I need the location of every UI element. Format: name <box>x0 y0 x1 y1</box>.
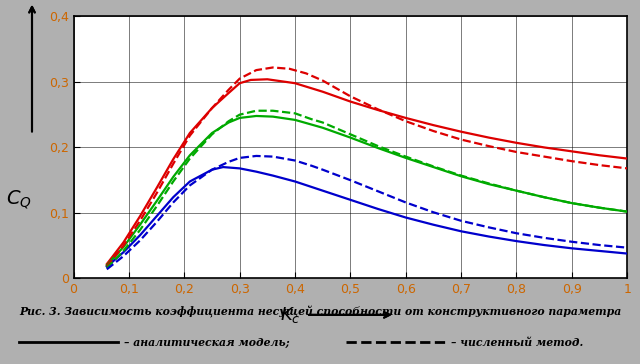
Text: Рис. 3. Зависимость коэффициента несущей способности от конструктивного параметр: Рис. 3. Зависимость коэффициента несущей… <box>19 305 621 317</box>
Text: – аналитическая модель;: – аналитическая модель; <box>124 337 289 348</box>
Text: – численный метод.: – численный метод. <box>451 337 584 348</box>
Text: $\mathit{K_c}$: $\mathit{K_c}$ <box>280 305 300 325</box>
Text: $\mathit{C_Q}$: $\mathit{C_Q}$ <box>6 189 32 211</box>
